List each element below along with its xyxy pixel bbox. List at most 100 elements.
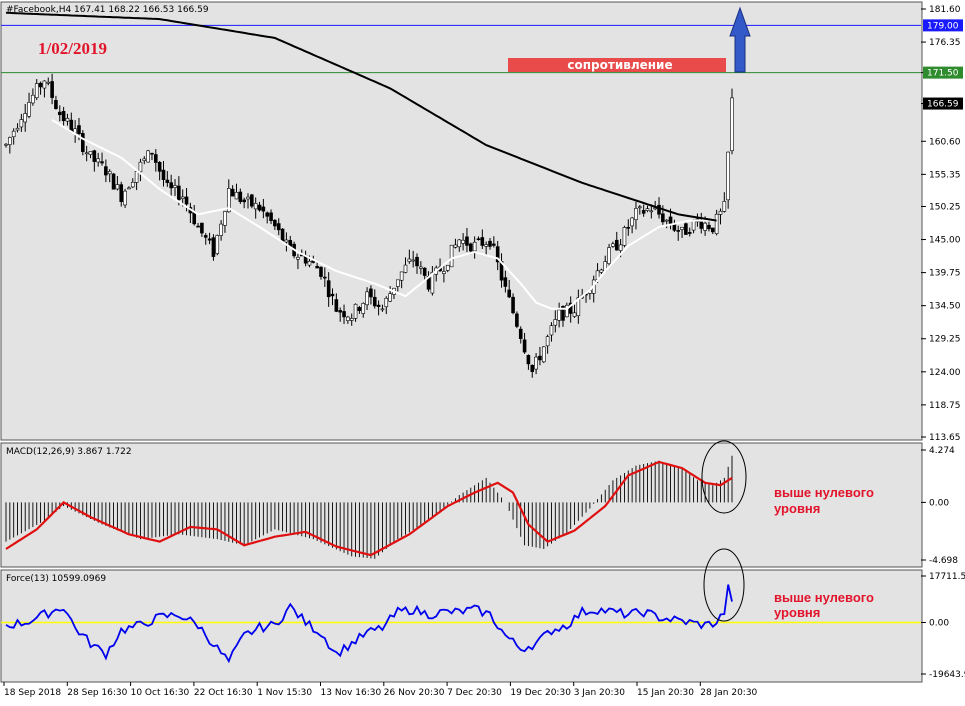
candle-body — [165, 179, 170, 183]
candle-body — [230, 188, 235, 197]
candle-body — [115, 184, 120, 190]
x-tick-label: 7 Dec 20:30 — [447, 688, 502, 698]
force-line — [5, 584, 733, 664]
ma-black-line — [5, 11, 717, 222]
candle-body — [472, 241, 477, 252]
force-highlight-ellipse — [703, 548, 745, 622]
candle-body — [710, 227, 715, 233]
candle-body — [369, 288, 373, 298]
candle-body — [653, 207, 657, 210]
ma-white-line — [51, 119, 717, 310]
candle-body — [265, 212, 270, 217]
candle-body — [196, 225, 200, 228]
candle-body — [422, 267, 427, 276]
candle-body — [545, 336, 550, 347]
candle-body — [372, 296, 377, 307]
macd-panel — [0, 442, 923, 568]
candle-body — [349, 318, 354, 321]
candle-body — [138, 161, 143, 173]
candle-body — [718, 210, 723, 215]
candle-body — [468, 243, 473, 252]
candle-body — [27, 102, 31, 117]
candle-body — [173, 185, 177, 188]
level-label-box — [923, 66, 963, 79]
candle-body — [419, 266, 423, 269]
grid — [1, 24, 921, 74]
macd-histogram — [5, 455, 733, 559]
candle-body — [495, 246, 500, 263]
candle-body — [238, 191, 243, 202]
candle-body — [69, 119, 74, 132]
candle-body — [641, 210, 646, 214]
candle-body — [207, 238, 212, 241]
candle-body — [511, 296, 515, 314]
force-note-line1: выше нулевого — [774, 590, 874, 605]
price-panel — [0, 1, 923, 441]
candle-body — [518, 328, 523, 339]
candle-body — [661, 213, 665, 223]
candle-body — [388, 293, 392, 302]
x-tick-label: 10 Oct 16:30 — [131, 688, 190, 698]
candle-body — [576, 297, 581, 316]
candle-body — [242, 199, 246, 203]
candle-body — [461, 239, 465, 244]
candle-body — [526, 355, 531, 365]
candle-body — [353, 303, 358, 319]
candle-body — [549, 325, 554, 336]
candle-body — [407, 258, 412, 262]
candle-body — [614, 239, 619, 251]
candle-body — [645, 208, 650, 211]
level-label: 171.50 — [927, 69, 959, 79]
candle-body — [626, 227, 631, 229]
candle-body — [57, 111, 62, 116]
candle-body — [157, 161, 162, 172]
candle-body — [161, 169, 166, 181]
candle-body — [261, 206, 266, 212]
candle-body — [92, 150, 97, 162]
candle-body — [38, 82, 43, 88]
candle-body — [607, 247, 611, 264]
candle-body — [154, 154, 158, 163]
candle-body — [515, 313, 519, 327]
candle-body — [522, 339, 527, 353]
price-tick-label: 118.75 — [929, 401, 961, 411]
price-tick-label: 134.50 — [929, 302, 961, 312]
candle-body — [84, 152, 89, 155]
candle-body — [488, 240, 492, 247]
price-tick-label: 181.60 — [929, 5, 961, 15]
candle-body — [61, 111, 66, 122]
candle-body — [31, 94, 35, 104]
candle-body — [257, 204, 262, 211]
price-tick-label: 113.65 — [929, 433, 961, 443]
price-tick-label: 176.35 — [929, 38, 961, 48]
candle-body — [507, 289, 512, 298]
candle-body — [215, 235, 220, 254]
candle-body — [465, 236, 469, 246]
force-tick-label: -19643.94 — [929, 670, 965, 680]
price-tick-label: 145.00 — [929, 236, 961, 246]
candle-body — [111, 173, 116, 190]
candle-body — [253, 203, 258, 210]
candle-body — [622, 227, 627, 246]
candle-body — [119, 184, 124, 202]
candle-body — [330, 293, 335, 297]
candle-body — [81, 133, 85, 152]
candle-body — [273, 219, 277, 227]
price-tick-label: 160.60 — [929, 137, 961, 147]
candle-body — [384, 297, 389, 308]
candle-body — [280, 228, 285, 242]
resistance-label: сопротивление — [567, 58, 672, 72]
candle-body — [134, 171, 139, 183]
candle-body — [357, 307, 362, 311]
candle-body — [396, 279, 400, 287]
candle-body — [649, 210, 654, 213]
force-note-line2: уровня — [774, 605, 820, 620]
candle-body — [687, 232, 692, 234]
candle-body — [618, 244, 623, 251]
candle-body — [534, 356, 538, 370]
candle-body — [361, 303, 366, 314]
x-tick-label: 1 Nov 15:30 — [257, 688, 312, 698]
candle-body — [449, 244, 454, 268]
x-tick-label: 3 Jan 20:30 — [574, 688, 626, 698]
